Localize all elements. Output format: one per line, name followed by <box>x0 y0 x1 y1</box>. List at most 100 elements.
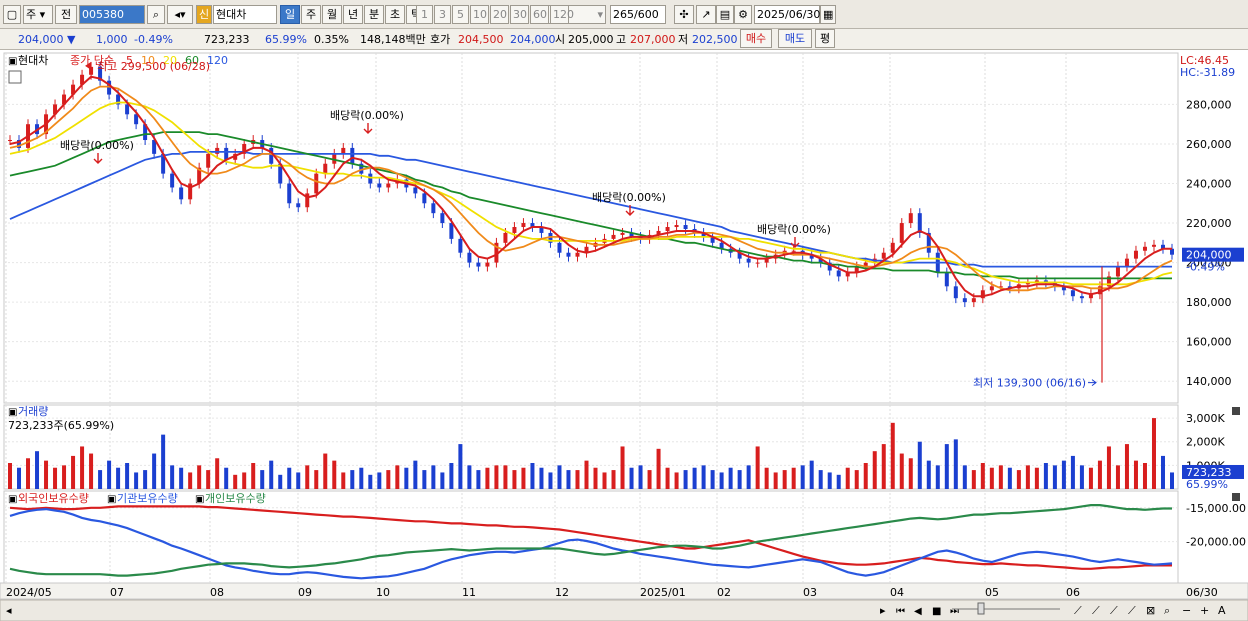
candle-body <box>755 262 760 264</box>
interval-120[interactable]: 120 <box>550 5 574 24</box>
candle-body <box>584 246 589 253</box>
buy-button[interactable]: 매수 <box>740 29 772 48</box>
candle-body <box>1088 294 1093 299</box>
volume-bar <box>368 474 373 489</box>
date-field[interactable]: 2025/06/30 <box>754 5 820 24</box>
candle-body <box>899 223 904 243</box>
candle-body <box>1061 286 1066 291</box>
volume-bar <box>377 472 382 489</box>
crosshair-icon[interactable]: ✣ <box>674 5 694 24</box>
date-axis-label: 10 <box>376 586 390 599</box>
hc-label: HC:-31.89 <box>1180 66 1235 79</box>
save-icon[interactable]: ▤ <box>716 5 734 24</box>
volume-bar <box>746 465 751 489</box>
volume-bar <box>1106 446 1111 489</box>
period-5[interactable]: 초 <box>385 5 405 24</box>
volume-bar <box>287 467 292 489</box>
volume-bar <box>764 467 769 489</box>
volume-bar <box>1160 455 1165 489</box>
volume-bar <box>278 474 283 489</box>
volume-bar <box>116 467 121 489</box>
candle-body <box>368 173 373 184</box>
period-4[interactable]: 분 <box>364 5 384 24</box>
speaker-icon[interactable]: ◂▾ <box>167 5 193 24</box>
data-count-field[interactable]: 265/600 <box>610 5 666 24</box>
volume-bar <box>1016 470 1021 489</box>
stock-chart[interactable]: 280,000260,000240,000220,000200,000180,0… <box>0 51 1248 621</box>
dividend-arrow-icon <box>790 237 800 248</box>
candle-body <box>440 213 445 224</box>
zoom-slider-handle[interactable] <box>977 602 985 615</box>
bottom-scroll-bar[interactable] <box>0 599 1248 621</box>
period-2[interactable]: 월 <box>322 5 342 24</box>
interval-1[interactable]: 1 <box>416 5 433 24</box>
stock-code-input[interactable]: 005380 <box>79 5 145 24</box>
candle-body <box>683 225 688 229</box>
volume-bar <box>953 439 958 489</box>
candle-body <box>188 183 193 200</box>
interval-60[interactable]: 60 <box>530 5 549 24</box>
calendar-icon[interactable]: ▦ <box>820 5 836 24</box>
extra-button[interactable]: 평 <box>815 29 835 48</box>
interval-10[interactable]: 10 <box>470 5 489 24</box>
candle-body <box>143 124 148 141</box>
candle-body <box>314 173 319 194</box>
search-icon[interactable]: ⌕ <box>147 5 165 24</box>
period-select[interactable]: 주 ▾ <box>23 5 53 24</box>
price-change: 1,000 <box>96 33 128 46</box>
date-axis-label: 12 <box>555 586 569 599</box>
volume-bar <box>260 470 265 489</box>
volume-bar <box>1025 465 1030 489</box>
candle-body <box>1025 282 1030 285</box>
panel-close-icon[interactable] <box>1232 407 1240 415</box>
candle-body <box>485 262 490 267</box>
legend-stock-name: 현대차 <box>18 54 48 67</box>
candle-body <box>323 163 328 174</box>
date-axis-label: 07 <box>110 586 124 599</box>
interval-20[interactable]: 20 <box>490 5 509 24</box>
period-0[interactable]: 일 <box>280 5 300 24</box>
volume-bar <box>404 467 409 489</box>
playback-control-icon: ■ <box>932 606 941 617</box>
draw-tool-icon[interactable]: ↗ <box>696 5 716 24</box>
interval-5[interactable]: 5 <box>452 5 469 24</box>
volume-bar <box>485 467 490 489</box>
date-axis-label: 05 <box>985 586 999 599</box>
candle-body <box>1160 244 1165 249</box>
volume-bar <box>1079 465 1084 489</box>
volume-bar <box>620 446 625 489</box>
volume-bar <box>494 465 499 489</box>
period-1[interactable]: 주 <box>301 5 321 24</box>
interval-3[interactable]: 3 <box>434 5 451 24</box>
date-axis-label: 06/30 <box>1186 586 1218 599</box>
volume-bar <box>800 465 805 489</box>
date-axis-label: 02 <box>717 586 731 599</box>
candle-body <box>818 258 823 263</box>
candle-body <box>917 213 922 233</box>
candle-body <box>152 140 157 154</box>
volume-bar <box>314 470 319 489</box>
volume-bar <box>899 453 904 489</box>
sell-button[interactable]: 매도 <box>778 29 812 48</box>
holding-axis-label: -20,000.00 <box>1186 536 1246 549</box>
open-label: 시 <box>555 33 566 46</box>
volume-bar <box>944 444 949 489</box>
panel-close-icon[interactable] <box>1232 493 1240 501</box>
grid-toggle-icon[interactable] <box>8 70 22 84</box>
stock-name-field[interactable]: 현대차 <box>213 5 277 24</box>
window-icon[interactable]: ▢ <box>3 5 21 24</box>
prefix-button[interactable]: 전 <box>55 5 77 24</box>
chart-tool-icon: ⟋ <box>1128 604 1136 617</box>
turnover-rate: 0.35% <box>314 33 349 46</box>
candle-body <box>944 272 949 287</box>
gear-icon[interactable]: ⚙ <box>734 5 752 24</box>
candle-body <box>530 223 535 228</box>
ma-20-line <box>9 101 1173 286</box>
candle-body <box>611 234 616 239</box>
price-panel-frame <box>3 52 1179 404</box>
date-axis-label: 04 <box>890 586 904 599</box>
candle-body <box>1170 248 1174 255</box>
interval-30[interactable]: 30 <box>510 5 529 24</box>
period-3[interactable]: 년 <box>343 5 363 24</box>
volume-bar <box>701 465 706 489</box>
